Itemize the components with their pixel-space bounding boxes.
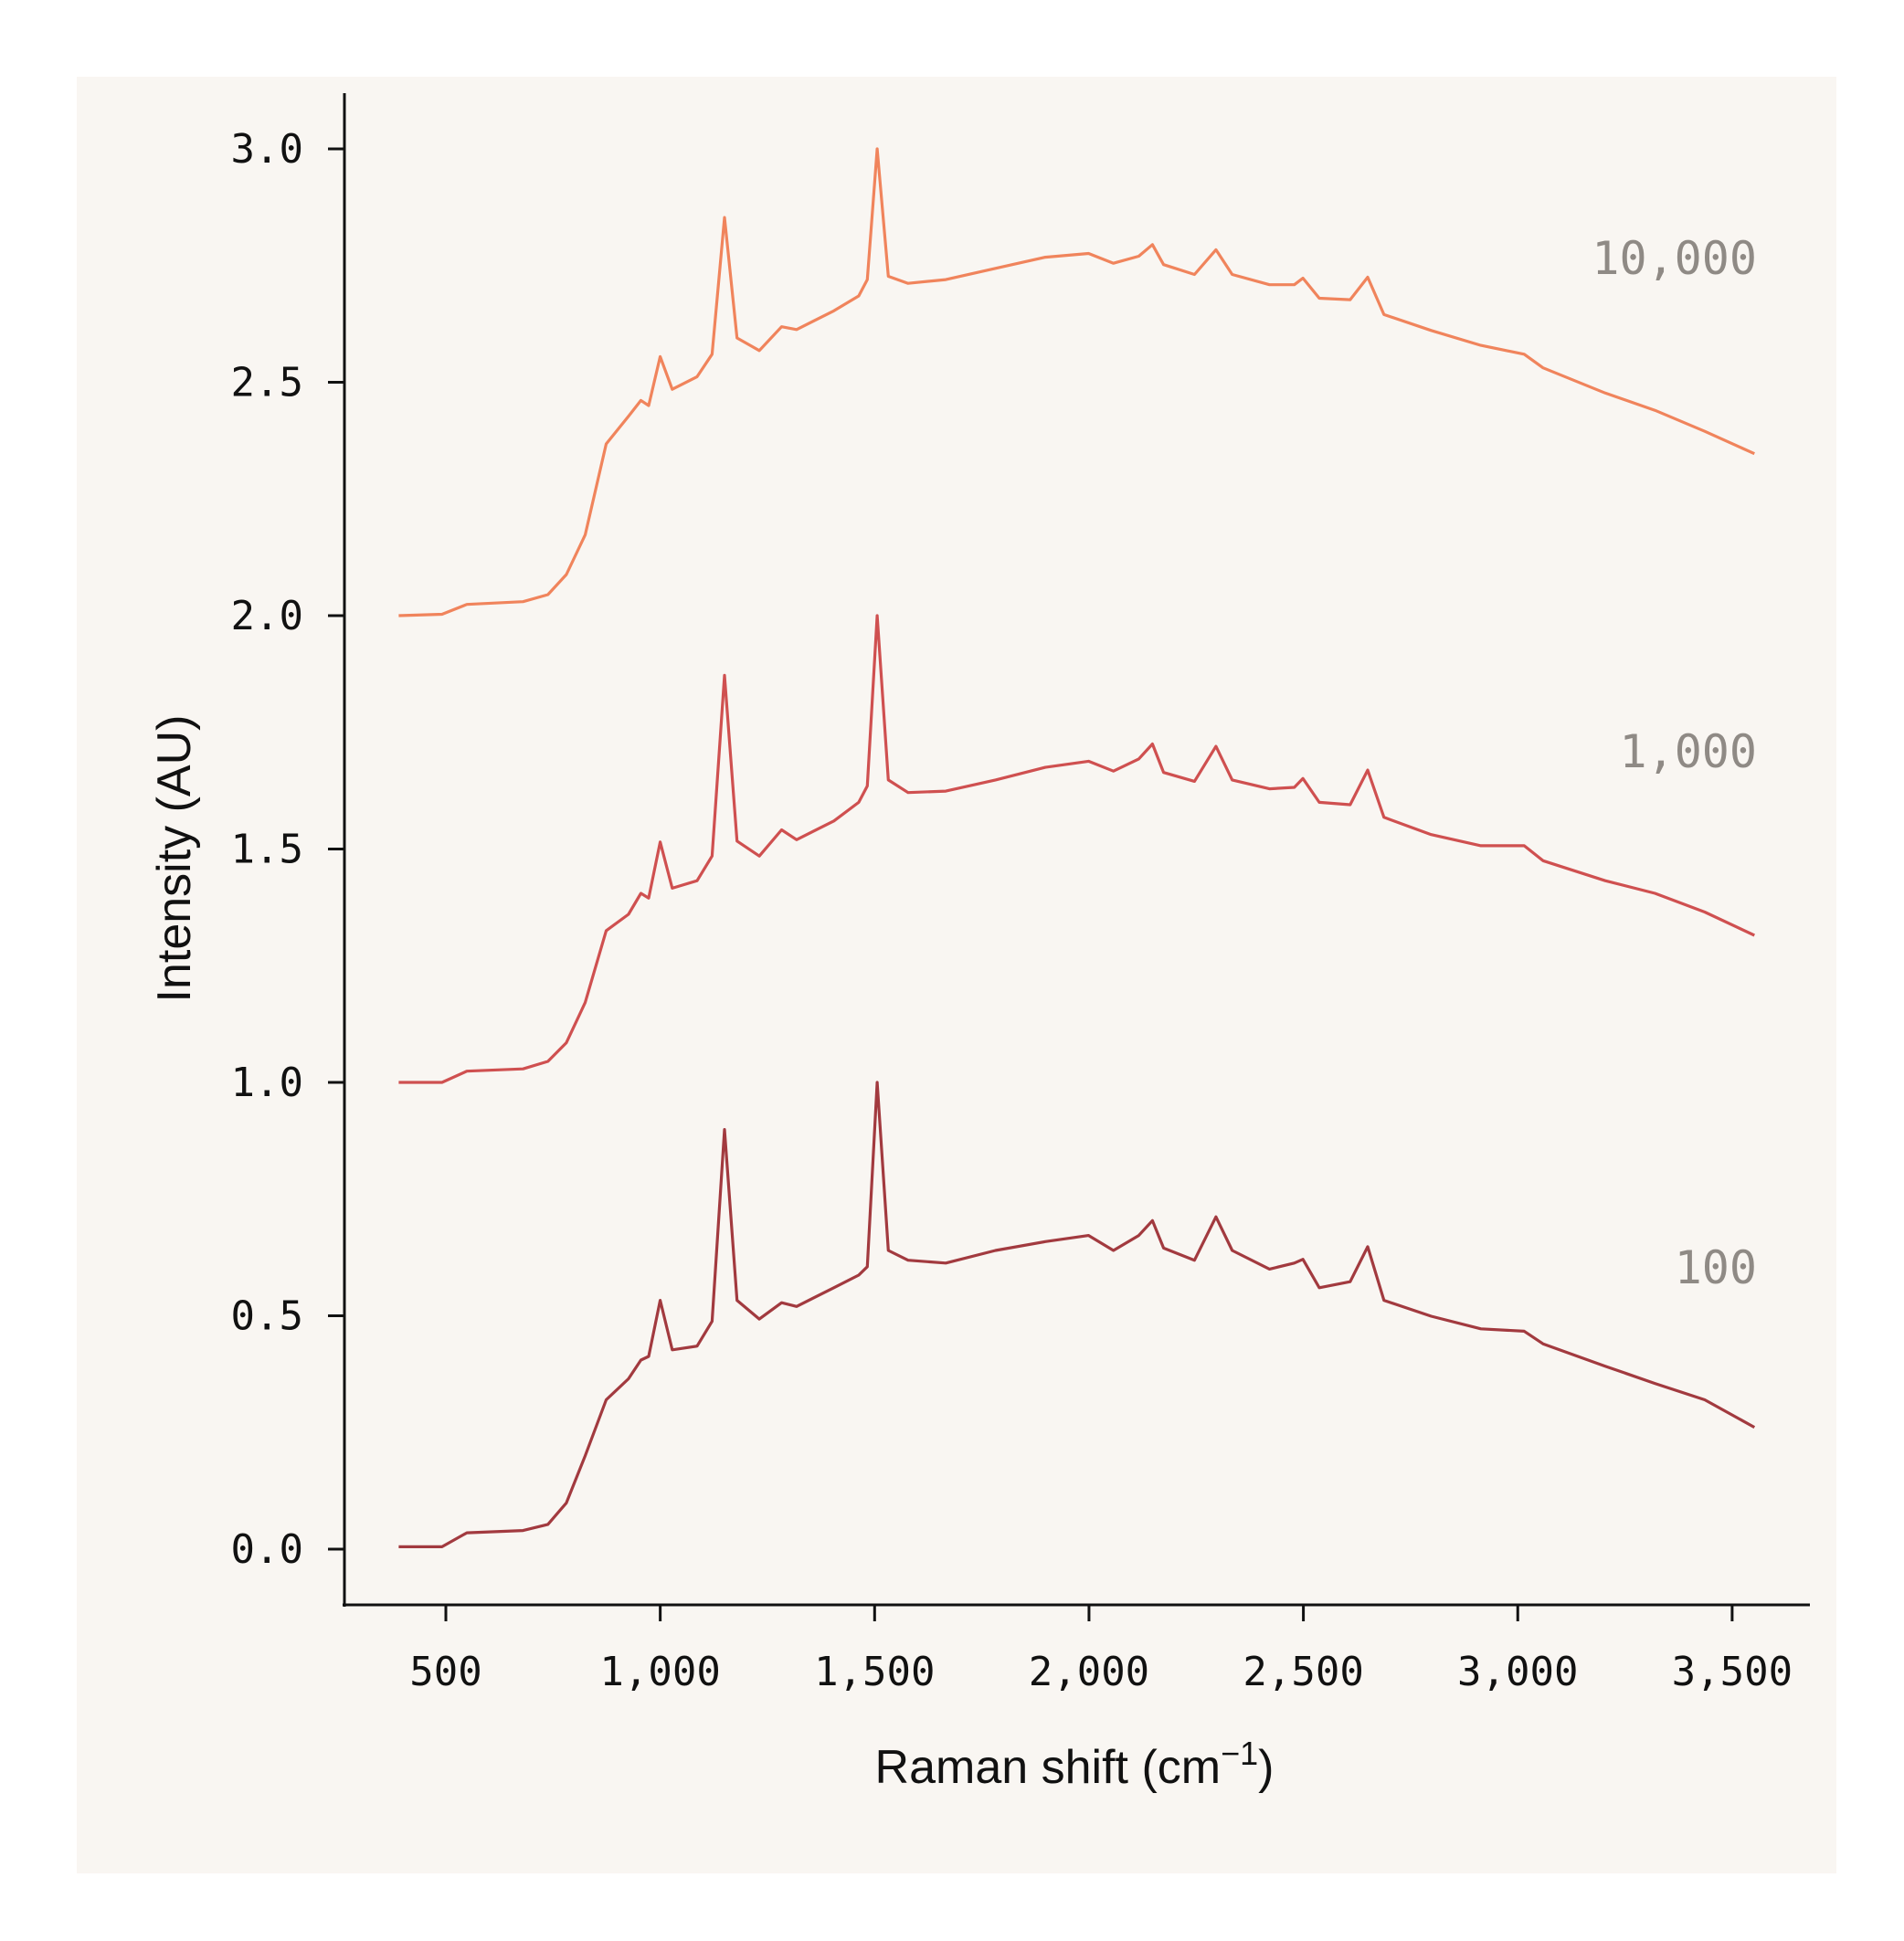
series-line-10000 xyxy=(398,147,1755,617)
series-line-100 xyxy=(398,1081,1756,1549)
plot-background xyxy=(77,77,1836,1873)
x-tick-label: 3,500 xyxy=(1672,1649,1793,1695)
series-layer xyxy=(398,147,1756,1549)
x-tick-label: 1,500 xyxy=(814,1649,935,1695)
x-tick-label: 1,000 xyxy=(599,1649,720,1695)
y-tick-label: 0.5 xyxy=(231,1293,303,1340)
series-line-1000 xyxy=(398,614,1755,1084)
y-tick-label: 1.0 xyxy=(231,1060,303,1106)
y-tick-label: 1.5 xyxy=(231,827,303,873)
y-tick-label: 2.5 xyxy=(231,360,303,406)
series-label-1000: 1,000 xyxy=(1619,725,1757,778)
x-axis-title: Raman shift (cm−1) xyxy=(875,1735,1275,1794)
series-label-10000: 10,000 xyxy=(1592,232,1757,285)
x-tick-label: 2,000 xyxy=(1029,1649,1149,1695)
x-tick-label: 2,500 xyxy=(1243,1649,1363,1695)
series-labels: 10,000 1,000 100 xyxy=(1592,232,1757,1294)
series-label-100: 100 xyxy=(1675,1241,1757,1294)
x-tick-label: 500 xyxy=(409,1649,481,1695)
y-axis-title: Intensity (AU) xyxy=(148,715,201,1003)
x-tick-label: 3,000 xyxy=(1457,1649,1578,1695)
y-tick-label: 3.0 xyxy=(231,126,303,173)
y-tick-label: 2.0 xyxy=(231,593,303,639)
ticks: 500 1,000 1,500 2,000 2,500 3,000 3,500 0.0 0.5 1… xyxy=(231,126,1793,1695)
y-tick-label: 0.0 xyxy=(231,1526,303,1573)
